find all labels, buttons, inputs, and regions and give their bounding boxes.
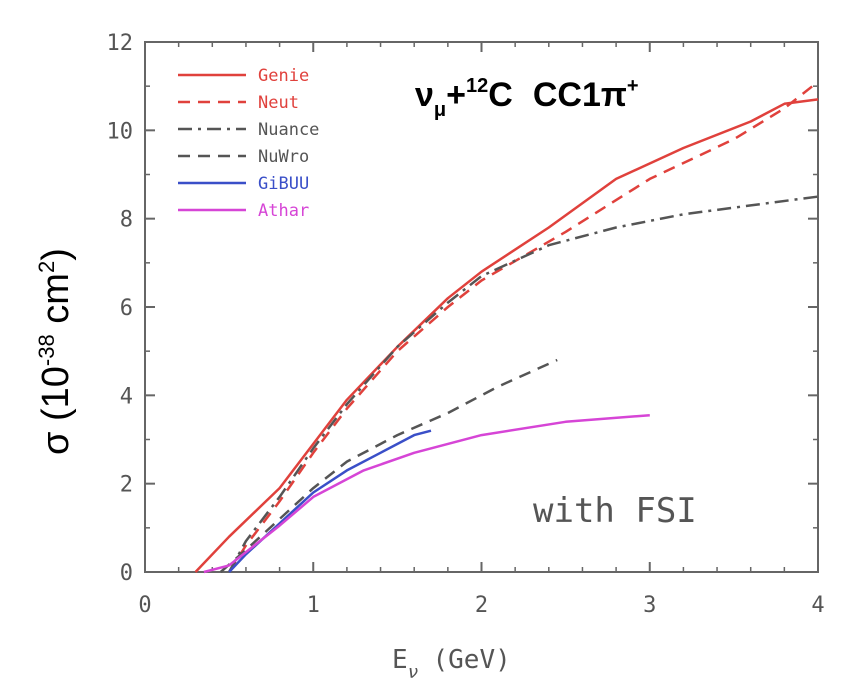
x-tick-label: 0 [138, 593, 151, 618]
legend-label-genie: Genie [258, 66, 309, 86]
axis-ticks [144, 41, 819, 573]
y-tick-label: 4 [120, 384, 133, 409]
annotation-with-fsi: with FSI [533, 491, 697, 531]
y-axis-title: σ (10-38 cm2) [34, 248, 77, 455]
x-tick-label: 3 [643, 593, 656, 618]
series-line-genie [194, 98, 819, 573]
legend-label-nuwro: NuWro [258, 147, 309, 167]
series-line-athar [203, 413, 650, 574]
x-tick-label: 4 [811, 593, 824, 618]
chart-title: νμ+12C CC1π+ [415, 75, 639, 121]
series-line-gibuu [228, 429, 432, 573]
y-tick-label: 8 [120, 208, 133, 233]
series-line-neut [228, 80, 819, 573]
legend: Genie Neut Nuance NuWro GiBUU Athar [178, 66, 319, 221]
x-tick-label: 2 [475, 593, 488, 618]
x-tick-label: 1 [307, 593, 320, 618]
legend-label-nuance: Nuance [258, 120, 319, 140]
series-line-nuance [228, 195, 819, 573]
legend-label-athar: Athar [258, 201, 309, 221]
y-tick-label: 6 [120, 296, 133, 321]
series-line-nuwro [219, 358, 558, 573]
y-tick-label: 10 [107, 119, 134, 144]
y-tick-label: 2 [120, 473, 133, 498]
x-axis-title: Eν (GeV) [392, 645, 511, 683]
legend-label-gibuu: GiBUU [258, 174, 309, 194]
plot-frame [144, 41, 819, 573]
legend-label-neut: Neut [258, 93, 299, 113]
y-tick-label: 12 [107, 31, 134, 56]
y-tick-label: 0 [120, 561, 133, 586]
series-layer [194, 80, 819, 574]
